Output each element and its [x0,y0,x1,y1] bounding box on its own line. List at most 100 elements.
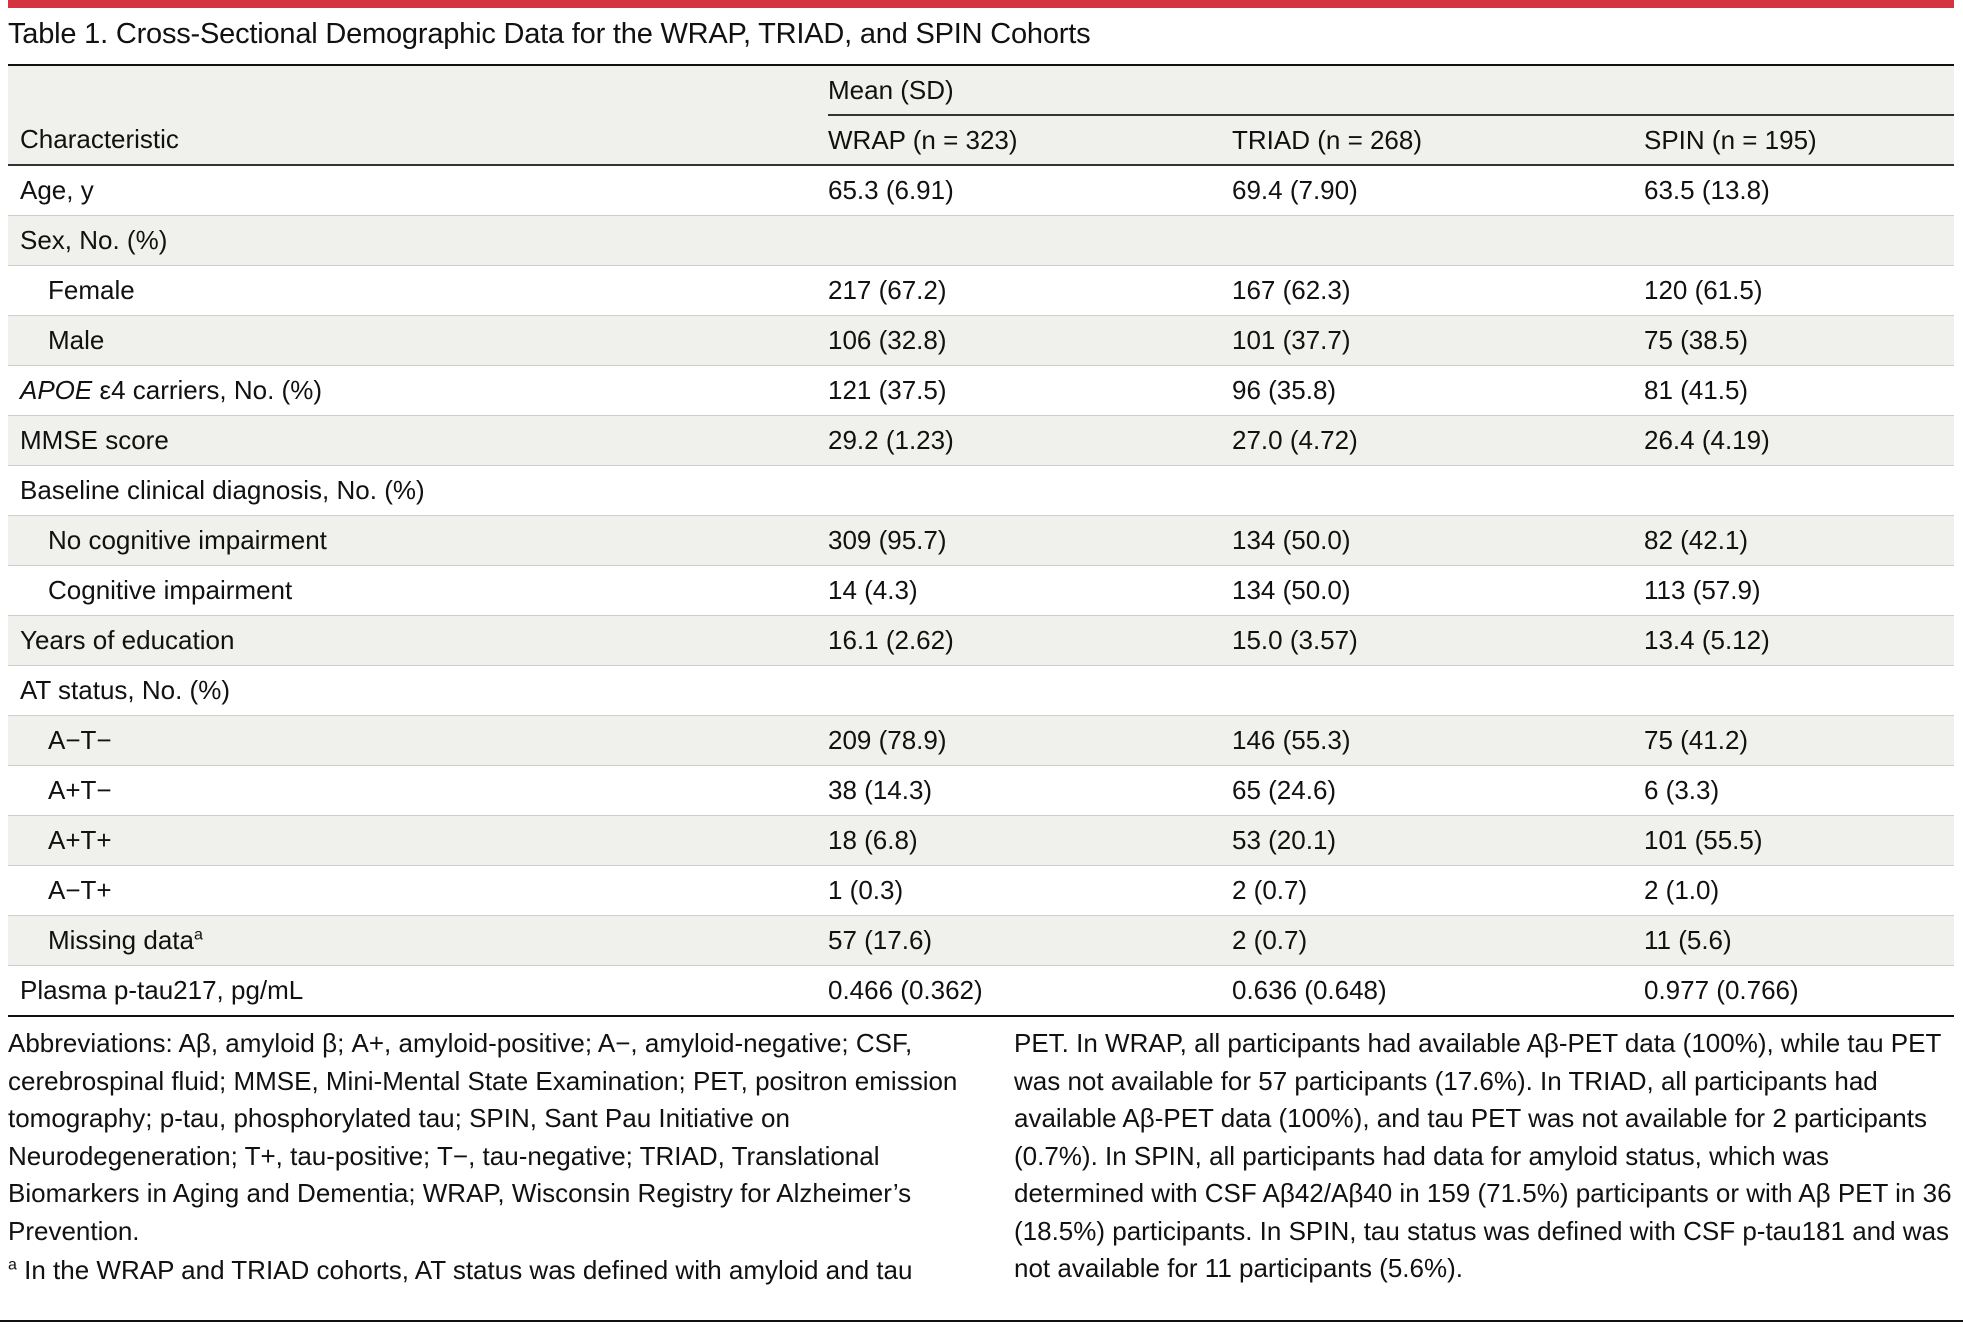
row-label: Baseline clinical diagnosis, No. (%) [8,465,828,516]
wrap-value [828,665,1232,716]
row-label: A+T− [8,765,828,816]
table-row-missing-data: Missing dataa 57 (17.6) 2 (0.7) 11 (5.6) [8,915,1954,966]
wrap-column-header: WRAP (n = 323) [828,115,1232,166]
top-accent-rule [8,0,1954,8]
table-notes: Abbreviations: Aβ, amyloid β; A+, amyloi… [8,1025,1954,1290]
table-row-a-neg-t-neg: A−T− 209 (78.9) 146 (55.3) 75 (41.2) [8,715,1954,766]
footnote-marker: a [193,926,203,944]
triad-value [1232,465,1644,516]
notes-right-column: PET. In WRAP, all participants had avail… [1014,1025,1954,1290]
triad-value: 96 (35.8) [1232,365,1644,416]
triad-value: 134 (50.0) [1232,515,1644,566]
table-row-a-pos-t-pos: A+T+ 18 (6.8) 53 (20.1) 101 (55.5) [8,815,1954,866]
table-row-male: Male 106 (32.8) 101 (37.7) 75 (38.5) [8,315,1954,366]
missing-data-label: Missing data [48,925,194,955]
triad-value: 2 (0.7) [1232,915,1644,966]
row-label: Plasma p-tau217, pg/mL [8,965,828,1017]
spin-value: 2 (1.0) [1644,865,1954,916]
table-row-baseline-diagnosis: Baseline clinical diagnosis, No. (%) [8,465,1954,516]
triad-value [1232,665,1644,716]
row-label: Sex, No. (%) [8,215,828,266]
mean-sd-group-label: Mean (SD) [828,66,1954,116]
wrap-value: 209 (78.9) [828,715,1232,766]
triad-value: 65 (24.6) [1232,765,1644,816]
table-title: Table 1. Cross-Sectional Demographic Dat… [8,8,1954,66]
spin-value: 82 (42.1) [1644,515,1954,566]
table-row-age: Age, y 65.3 (6.91) 69.4 (7.90) 63.5 (13.… [8,165,1954,216]
header-row-columns: Characteristic WRAP (n = 323) TRIAD (n =… [8,115,1954,166]
row-label: Age, y [8,165,828,216]
wrap-value: 14 (4.3) [828,565,1232,616]
table-row-education: Years of education 16.1 (2.62) 15.0 (3.5… [8,615,1954,666]
wrap-value: 106 (32.8) [828,315,1232,366]
characteristic-header: Characteristic [8,115,828,166]
row-label: APOE ε4 carriers, No. (%) [8,365,828,416]
row-label: MMSE score [8,415,828,466]
wrap-value: 57 (17.6) [828,915,1232,966]
spin-value: 0.977 (0.766) [1644,965,1954,1017]
triad-value [1232,215,1644,266]
triad-value: 2 (0.7) [1232,865,1644,916]
wrap-value: 38 (14.3) [828,765,1232,816]
triad-value: 167 (62.3) [1232,265,1644,316]
spin-value: 75 (41.2) [1644,715,1954,766]
abbreviations-note: Abbreviations: Aβ, amyloid β; A+, amyloi… [8,1028,958,1246]
spin-value: 63.5 (13.8) [1644,165,1954,216]
triad-value: 134 (50.0) [1232,565,1644,616]
spin-column-header: SPIN (n = 195) [1644,115,1954,166]
table-row-at-status: AT status, No. (%) [8,665,1954,716]
footnote-a-marker: a [8,1256,17,1274]
spin-value: 113 (57.9) [1644,565,1954,616]
table-row-female: Female 217 (67.2) 167 (62.3) 120 (61.5) [8,265,1954,316]
table-row-sex: Sex, No. (%) [8,215,1954,266]
row-label: A−T− [8,715,828,766]
wrap-value [828,465,1232,516]
spin-value: 101 (55.5) [1644,815,1954,866]
table-row-no-cognitive-impairment: No cognitive impairment 309 (95.7) 134 (… [8,515,1954,566]
table-row-a-neg-t-pos: A−T+ 1 (0.3) 2 (0.7) 2 (1.0) [8,865,1954,916]
footnote-a-text: In the WRAP and TRIAD cohorts, AT status… [16,1255,913,1285]
spin-value [1644,665,1954,716]
wrap-value: 121 (37.5) [828,365,1232,416]
wrap-value: 309 (95.7) [828,515,1232,566]
row-label: Cognitive impairment [8,565,828,616]
footnote-a-continued: PET. In WRAP, all participants had avail… [1014,1028,1952,1283]
table-row-plasma-ptau217: Plasma p-tau217, pg/mL 0.466 (0.362) 0.6… [8,965,1954,1017]
row-label: Years of education [8,615,828,666]
apoe-label-rest: ε4 carriers, No. (%) [92,375,322,405]
apoe-gene-label: APOE [20,375,93,405]
wrap-value: 217 (67.2) [828,265,1232,316]
spin-value: 11 (5.6) [1644,915,1954,966]
row-label: No cognitive impairment [8,515,828,566]
spin-value: 26.4 (4.19) [1644,415,1954,466]
triad-value: 27.0 (4.72) [1232,415,1644,466]
table-row-cognitive-impairment: Cognitive impairment 14 (4.3) 134 (50.0)… [8,565,1954,616]
wrap-value: 29.2 (1.23) [828,415,1232,466]
wrap-value: 16.1 (2.62) [828,615,1232,666]
triad-value: 15.0 (3.57) [1232,615,1644,666]
spin-value [1644,465,1954,516]
table-row-apoe: APOE ε4 carriers, No. (%) 121 (37.5) 96 … [8,365,1954,416]
row-label: AT status, No. (%) [8,665,828,716]
footnote-a: a In the WRAP and TRIAD cohorts, AT stat… [8,1252,968,1290]
table-row-mmse: MMSE score 29.2 (1.23) 27.0 (4.72) 26.4 … [8,415,1954,466]
bottom-rule [0,1320,1963,1322]
row-label: A+T+ [8,815,828,866]
article-table-figure: Table 1. Cross-Sectional Demographic Dat… [8,0,1954,1290]
row-label: A−T+ [8,865,828,916]
table-row-a-pos-t-neg: A+T− 38 (14.3) 65 (24.6) 6 (3.3) [8,765,1954,816]
row-label: Female [8,265,828,316]
spin-value: 81 (41.5) [1644,365,1954,416]
spin-value: 6 (3.3) [1644,765,1954,816]
spin-value [1644,215,1954,266]
header-row-group: Mean (SD) [8,66,1954,116]
triad-value: 53 (20.1) [1232,815,1644,866]
header-spacer [8,66,828,115]
triad-value: 101 (37.7) [1232,315,1644,366]
triad-value: 69.4 (7.90) [1232,165,1644,216]
triad-column-header: TRIAD (n = 268) [1232,115,1644,166]
demographics-table: Mean (SD) Characteristic WRAP (n = 323) … [8,66,1954,1017]
triad-value: 146 (55.3) [1232,715,1644,766]
spin-value: 13.4 (5.12) [1644,615,1954,666]
wrap-value: 18 (6.8) [828,815,1232,866]
